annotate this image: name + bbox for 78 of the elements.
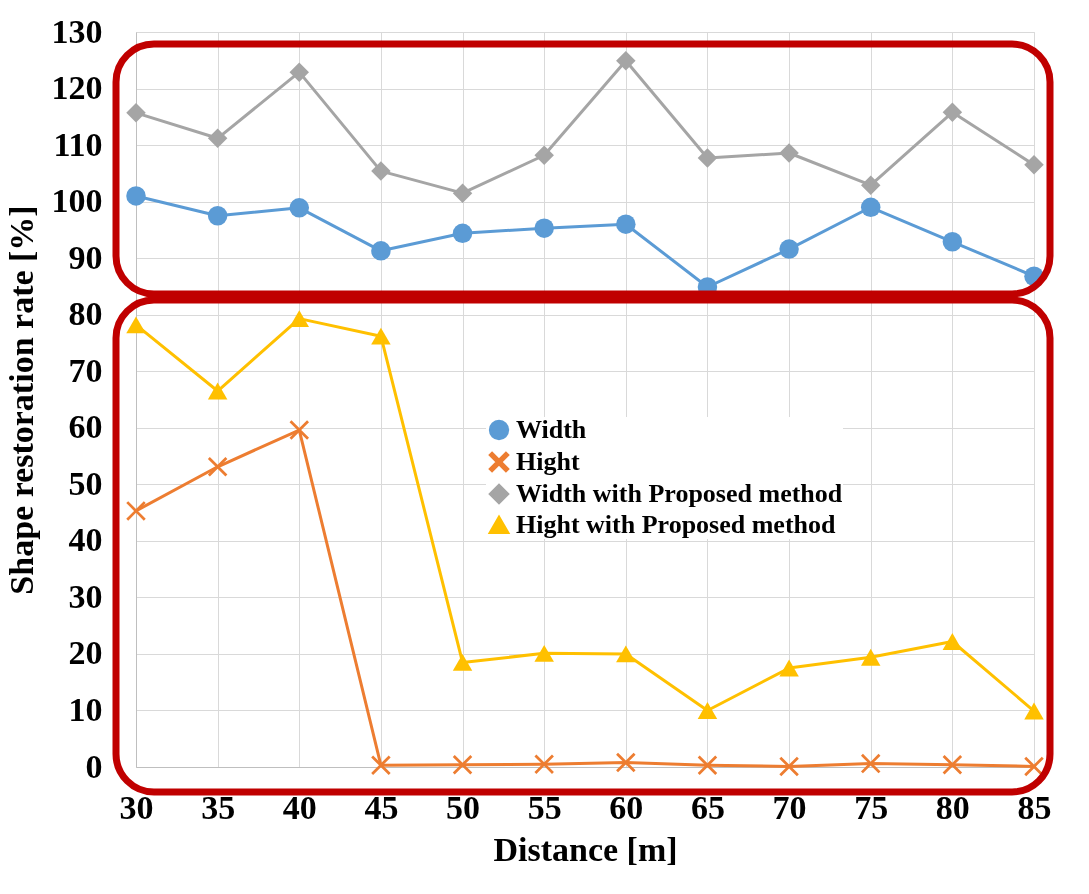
point bbox=[616, 214, 636, 234]
y-axis-title: Shape restoration rate [%] bbox=[2, 205, 40, 595]
x-tick-label: 60 bbox=[609, 788, 644, 826]
point bbox=[289, 198, 310, 218]
point bbox=[697, 755, 718, 776]
y-tick-label: 130 bbox=[51, 12, 103, 50]
point bbox=[126, 103, 146, 123]
y-tick-label: 50 bbox=[68, 464, 103, 502]
point bbox=[942, 232, 963, 252]
x-tick-label: 50 bbox=[446, 788, 481, 826]
point bbox=[616, 645, 636, 663]
point bbox=[452, 223, 473, 243]
point bbox=[371, 327, 391, 345]
point bbox=[207, 128, 228, 149]
point bbox=[534, 754, 554, 774]
point bbox=[779, 659, 799, 677]
legend-label: Width bbox=[516, 415, 587, 444]
point bbox=[779, 239, 799, 259]
y-tick-label: 40 bbox=[68, 521, 103, 559]
y-tick-label: 90 bbox=[68, 238, 103, 276]
point bbox=[126, 186, 146, 206]
x-tick-label: 40 bbox=[282, 788, 317, 826]
point bbox=[616, 752, 636, 773]
legend-label: Hight with Proposed method bbox=[516, 510, 837, 539]
y-tick-label: 20 bbox=[68, 634, 103, 672]
x-tick-label: 35 bbox=[201, 788, 236, 826]
point bbox=[289, 62, 310, 82]
point bbox=[779, 143, 799, 163]
point bbox=[779, 756, 799, 777]
legend-label: Hight bbox=[516, 447, 580, 476]
point bbox=[126, 316, 146, 334]
point bbox=[1024, 702, 1044, 720]
x-tick-label: 80 bbox=[935, 788, 970, 826]
x-tick-label: 85 bbox=[1017, 788, 1052, 826]
point bbox=[289, 310, 310, 328]
x-tick-label: 70 bbox=[772, 788, 807, 826]
x-tick-label: 65 bbox=[690, 788, 725, 826]
point bbox=[534, 218, 554, 238]
x-tick-label: 45 bbox=[364, 788, 399, 826]
y-tick-label: 110 bbox=[53, 125, 103, 163]
point bbox=[942, 754, 963, 775]
point bbox=[534, 644, 554, 662]
x-tick-label: 75 bbox=[854, 788, 889, 826]
point bbox=[452, 653, 473, 671]
y-tick-label: 70 bbox=[68, 351, 103, 389]
y-tick-label: 10 bbox=[68, 690, 103, 728]
point bbox=[289, 420, 310, 440]
x-axis-title: Distance [m] bbox=[493, 830, 678, 868]
point bbox=[534, 145, 554, 165]
point bbox=[860, 197, 881, 217]
point bbox=[860, 753, 881, 774]
point bbox=[860, 175, 881, 195]
point bbox=[616, 51, 636, 71]
point bbox=[452, 754, 473, 775]
y-tick-label: 100 bbox=[51, 182, 103, 220]
point bbox=[371, 241, 391, 261]
y-tick-label: 60 bbox=[68, 408, 103, 446]
point bbox=[697, 148, 718, 168]
x-tick-label: 30 bbox=[119, 788, 154, 826]
point bbox=[697, 702, 718, 719]
x-tick-label: 55 bbox=[527, 788, 562, 826]
y-tick-label: 0 bbox=[85, 747, 103, 785]
point bbox=[860, 648, 881, 666]
point bbox=[126, 501, 146, 521]
y-tick-label: 80 bbox=[68, 295, 103, 333]
y-tick-label: 30 bbox=[68, 577, 103, 615]
point bbox=[1024, 155, 1044, 175]
point bbox=[942, 102, 963, 123]
legend-label: Width with Proposed method bbox=[516, 479, 843, 508]
point bbox=[942, 633, 963, 650]
point bbox=[371, 755, 391, 776]
point bbox=[207, 382, 228, 400]
point bbox=[1024, 756, 1044, 777]
point bbox=[207, 206, 228, 226]
point bbox=[371, 161, 391, 181]
y-tick-label: 120 bbox=[51, 69, 103, 107]
point bbox=[452, 183, 473, 203]
point bbox=[207, 457, 228, 477]
